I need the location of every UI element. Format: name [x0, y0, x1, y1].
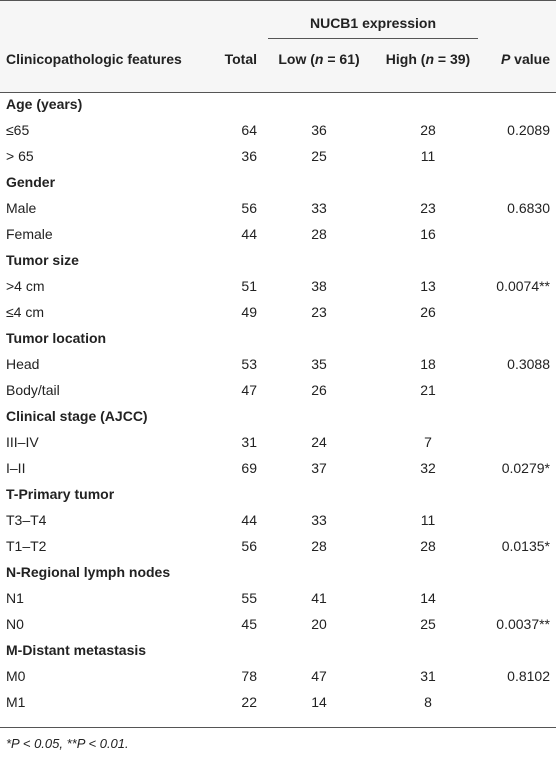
cell-p: 0.6830	[507, 200, 550, 216]
cell-total: 56	[241, 538, 257, 554]
cell-high: 14	[420, 590, 436, 606]
cell-low: 24	[311, 434, 327, 450]
col-header-p-value: P value	[500, 51, 550, 67]
cell-total: 47	[241, 382, 257, 398]
cell-total: 45	[241, 616, 257, 632]
cell-high: 26	[420, 304, 436, 320]
cell-low: 14	[311, 694, 327, 710]
row-label: Male	[6, 200, 37, 216]
section-header: T-Primary tumor	[6, 486, 115, 502]
col-header-feature: Clinicopathologic features	[6, 51, 182, 67]
cell-high: 25	[420, 616, 436, 632]
cell-high: 11	[420, 148, 436, 164]
cell-total: 36	[241, 148, 257, 164]
cell-p: 0.0037**	[496, 616, 550, 632]
section-header: Clinical stage (AJCC)	[6, 408, 148, 424]
cell-low: 28	[311, 226, 327, 242]
cell-total: 49	[241, 304, 257, 320]
cell-low: 35	[311, 356, 327, 372]
row-label: M0	[6, 668, 26, 684]
row-label: N1	[6, 590, 24, 606]
expression-group-rule	[268, 38, 478, 39]
row-label: ≤65	[6, 122, 30, 138]
cell-low: 37	[311, 460, 327, 476]
row-label: Body/tail	[6, 382, 60, 398]
row-label: >4 cm	[6, 278, 45, 294]
cell-total: 69	[241, 460, 257, 476]
cell-high: 11	[420, 512, 436, 528]
cell-total: 55	[241, 590, 257, 606]
cell-p: 0.2089	[507, 122, 550, 138]
col-header-high: High (n = 39)	[385, 51, 471, 67]
col-header-total: Total	[224, 51, 257, 67]
table-header-rule	[0, 92, 556, 93]
cell-total: 31	[241, 434, 257, 450]
cell-total: 51	[241, 278, 257, 294]
cell-high: 7	[424, 434, 432, 450]
cell-low: 47	[311, 668, 327, 684]
section-header: N-Regional lymph nodes	[6, 564, 171, 580]
cell-p: 0.0279*	[501, 460, 550, 476]
row-label: Female	[6, 226, 53, 242]
cell-low: 28	[311, 538, 327, 554]
cell-low: 23	[311, 304, 327, 320]
cell-high: 28	[420, 538, 436, 554]
section-header: Tumor location	[6, 330, 107, 346]
cell-low: 26	[311, 382, 327, 398]
cell-total: 44	[241, 226, 257, 242]
cell-p: 0.0135*	[501, 538, 550, 554]
row-label: N0	[6, 616, 24, 632]
row-label: Head	[6, 356, 40, 372]
row-label: > 65	[6, 148, 34, 164]
cell-low: 36	[311, 122, 327, 138]
cell-total: 22	[241, 694, 257, 710]
cell-low: 33	[311, 512, 327, 528]
cell-high: 16	[420, 226, 436, 242]
row-label: I–II	[6, 460, 26, 476]
cell-p: 0.3088	[507, 356, 550, 372]
cell-low: 33	[311, 200, 327, 216]
section-header: M-Distant metastasis	[6, 642, 147, 658]
cell-high: 13	[420, 278, 436, 294]
cell-high: 31	[420, 668, 436, 684]
cell-total: 64	[241, 122, 257, 138]
row-label: T1–T2	[6, 538, 47, 554]
table-header-background	[0, 0, 556, 92]
section-header: Gender	[6, 174, 56, 190]
row-label: ≤4 cm	[6, 304, 45, 320]
cell-p: 0.8102	[507, 668, 550, 684]
cell-high: 21	[420, 382, 436, 398]
table-footnote: *P < 0.05, **P < 0.01.	[6, 736, 129, 751]
cell-low: 20	[311, 616, 327, 632]
cell-high: 32	[420, 460, 436, 476]
section-header: Age (years)	[6, 96, 83, 112]
section-header: Tumor size	[6, 252, 79, 268]
cell-total: 44	[241, 512, 257, 528]
cell-total: 78	[241, 668, 257, 684]
cell-high: 18	[420, 356, 436, 372]
cell-low: 25	[311, 148, 327, 164]
cell-high: 28	[420, 122, 436, 138]
row-label: M1	[6, 694, 26, 710]
cell-total: 53	[241, 356, 257, 372]
col-header-low: Low (n = 61)	[278, 51, 360, 67]
cell-high: 8	[424, 694, 432, 710]
cell-low: 41	[311, 590, 327, 606]
cell-p: 0.0074**	[496, 278, 550, 294]
table-bottom-rule	[0, 727, 556, 728]
cell-high: 23	[420, 200, 436, 216]
row-label: III–IV	[6, 434, 39, 450]
expression-group-header: NUCB1 expression	[309, 15, 437, 31]
row-label: T3–T4	[6, 512, 47, 528]
cell-total: 56	[241, 200, 257, 216]
table-top-rule	[0, 0, 556, 1]
cell-low: 38	[311, 278, 327, 294]
